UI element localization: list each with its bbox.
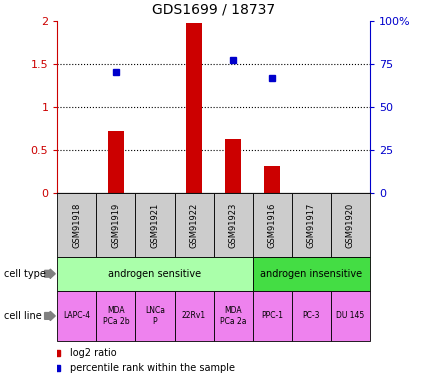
FancyBboxPatch shape (175, 291, 213, 341)
Text: GSM91916: GSM91916 (268, 202, 277, 248)
FancyBboxPatch shape (292, 193, 331, 257)
FancyBboxPatch shape (175, 193, 213, 257)
FancyBboxPatch shape (252, 291, 292, 341)
FancyBboxPatch shape (57, 291, 96, 341)
Text: GSM91922: GSM91922 (190, 202, 198, 248)
Text: cell type: cell type (4, 269, 46, 279)
Bar (225, 139, 241, 193)
Bar (186, 23, 202, 193)
Text: GSM91919: GSM91919 (111, 202, 120, 248)
Text: 22Rv1: 22Rv1 (182, 311, 206, 320)
FancyBboxPatch shape (136, 291, 175, 341)
Text: LAPC-4: LAPC-4 (63, 311, 91, 320)
Bar (264, 165, 280, 193)
Text: percentile rank within the sample: percentile rank within the sample (70, 363, 235, 373)
Text: LNCa
P: LNCa P (145, 306, 165, 326)
Text: GSM91920: GSM91920 (346, 202, 355, 248)
Text: PC-3: PC-3 (303, 311, 320, 320)
Text: MDA
PCa 2a: MDA PCa 2a (220, 306, 246, 326)
FancyBboxPatch shape (252, 193, 292, 257)
FancyBboxPatch shape (292, 291, 331, 341)
Text: cell line: cell line (4, 311, 42, 321)
Text: GSM91918: GSM91918 (72, 202, 82, 248)
FancyBboxPatch shape (252, 257, 370, 291)
FancyBboxPatch shape (96, 291, 136, 341)
FancyBboxPatch shape (96, 193, 136, 257)
Text: MDA
PCa 2b: MDA PCa 2b (102, 306, 129, 326)
FancyBboxPatch shape (57, 257, 252, 291)
Title: GDS1699 / 18737: GDS1699 / 18737 (152, 3, 275, 16)
Text: GSM91921: GSM91921 (150, 202, 159, 248)
FancyBboxPatch shape (57, 193, 96, 257)
Text: PPC-1: PPC-1 (261, 311, 283, 320)
Text: log2 ratio: log2 ratio (70, 348, 116, 358)
Text: GSM91917: GSM91917 (307, 202, 316, 248)
Text: androgen sensitive: androgen sensitive (108, 269, 201, 279)
Bar (108, 131, 124, 193)
FancyBboxPatch shape (213, 291, 252, 341)
FancyBboxPatch shape (331, 193, 370, 257)
FancyBboxPatch shape (213, 193, 252, 257)
Text: DU 145: DU 145 (336, 311, 364, 320)
FancyBboxPatch shape (331, 291, 370, 341)
Text: androgen insensitive: androgen insensitive (260, 269, 362, 279)
Text: GSM91923: GSM91923 (229, 202, 238, 248)
FancyBboxPatch shape (136, 193, 175, 257)
